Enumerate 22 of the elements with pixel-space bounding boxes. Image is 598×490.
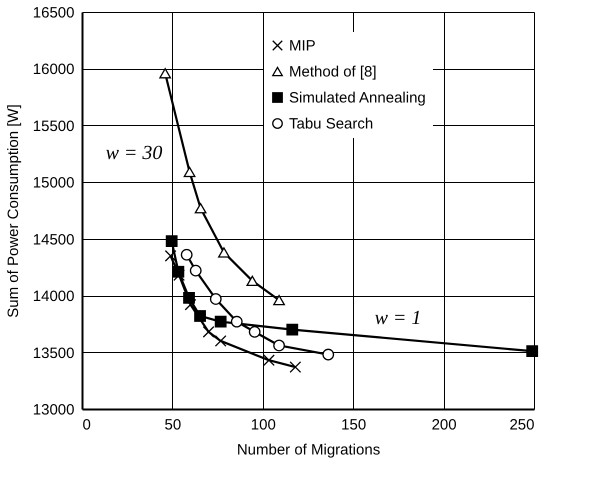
x-axis-title: Number of Migrations	[236, 442, 380, 458]
y-tick-label: 15500	[32, 118, 74, 135]
x-tick-label: 100	[250, 416, 276, 434]
y-tick-label: 14500	[32, 231, 74, 248]
legend-label: Tabu Search	[289, 116, 374, 132]
annotation: w = 30	[106, 142, 162, 164]
x-tick-label: 150	[341, 416, 366, 434]
x-tick-label: 200	[432, 416, 457, 434]
legend-label: Method of [8]	[289, 64, 377, 80]
y-tick-label: 16500	[32, 4, 74, 22]
x-tick-label: 0	[82, 416, 91, 434]
y-tick-label: 16000	[32, 61, 74, 78]
legend-label: MIP	[289, 38, 316, 54]
y-tick-label: 13500	[32, 344, 74, 362]
x-tick-label: 250	[509, 416, 534, 434]
y-tick-label: 13000	[32, 402, 74, 418]
y-tick-label: 14000	[32, 288, 74, 306]
annotation: w = 1	[374, 307, 422, 329]
y-tick-label: 15000	[32, 174, 74, 192]
legend-label: Simulated Annealing	[289, 90, 426, 106]
x-tick-label: 50	[164, 416, 182, 434]
y-axis-title: Sum of Power Consumption [W]	[4, 104, 22, 318]
